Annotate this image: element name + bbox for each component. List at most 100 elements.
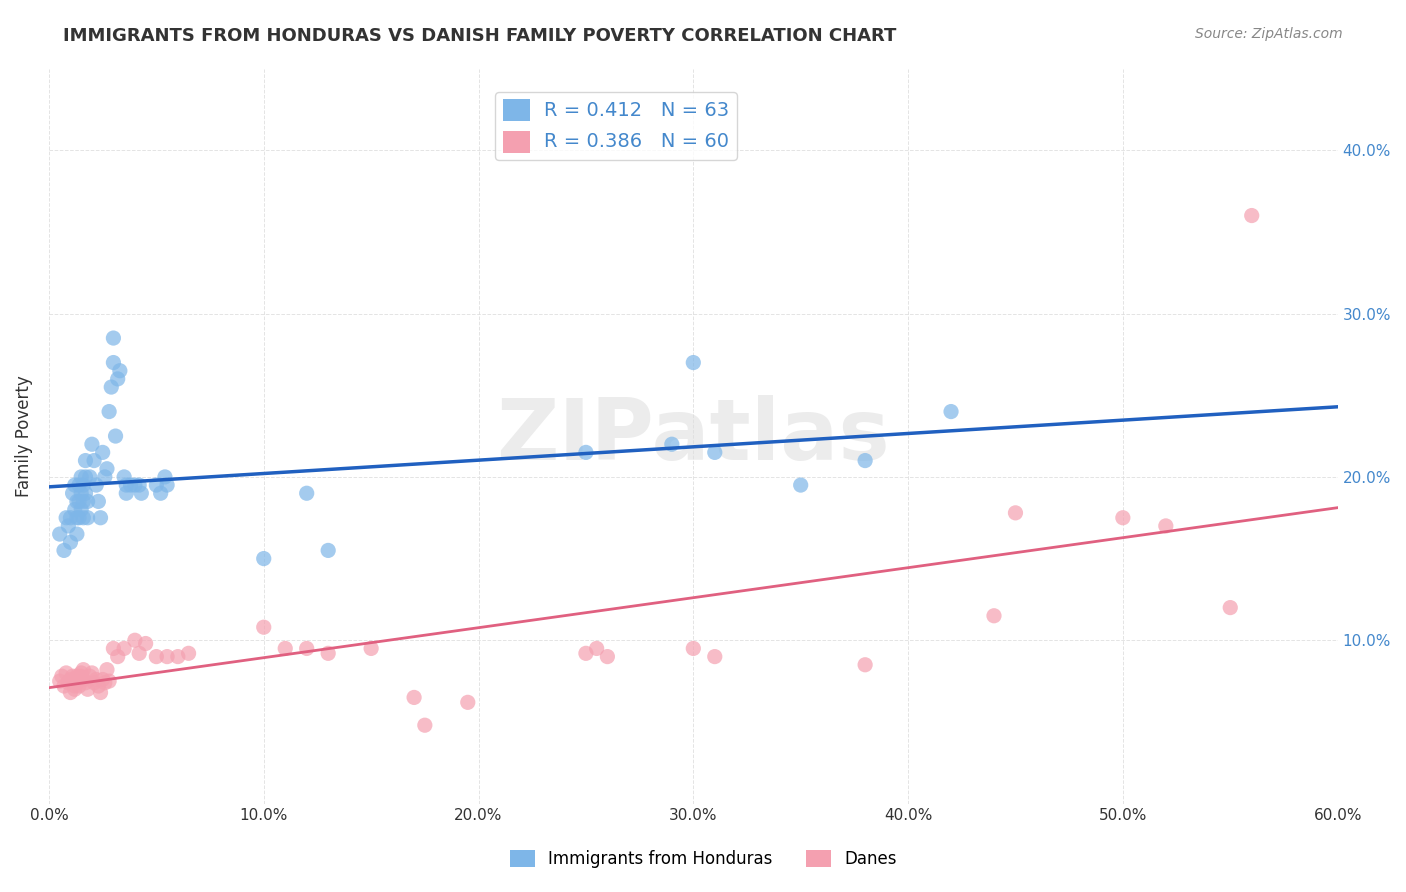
Point — [103, 641, 125, 656]
Point — [135, 636, 157, 650]
Point — [75, 470, 97, 484]
Point — [253, 551, 276, 566]
Legend: R = 0.412   N = 63, R = 0.386   N = 60: R = 0.412 N = 63, R = 0.386 N = 60 — [495, 92, 737, 160]
Point — [145, 649, 167, 664]
Point — [48, 674, 70, 689]
Point — [89, 510, 111, 524]
Y-axis label: Family Poverty: Family Poverty — [15, 376, 32, 497]
Point — [103, 331, 125, 345]
Point — [72, 673, 94, 687]
Point — [703, 649, 725, 664]
Point — [91, 673, 114, 687]
Point — [59, 673, 82, 687]
Point — [67, 679, 90, 693]
Point — [177, 646, 200, 660]
Point — [76, 494, 98, 508]
Point — [55, 510, 77, 524]
Point — [58, 675, 80, 690]
Point — [153, 470, 176, 484]
Point — [789, 478, 811, 492]
Point — [84, 673, 107, 687]
Point — [48, 527, 70, 541]
Point — [104, 429, 127, 443]
Point — [53, 679, 76, 693]
Point — [62, 669, 84, 683]
Point — [983, 608, 1005, 623]
Point — [67, 669, 90, 683]
Text: IMMIGRANTS FROM HONDURAS VS DANISH FAMILY POVERTY CORRELATION CHART: IMMIGRANTS FROM HONDURAS VS DANISH FAMIL… — [63, 27, 897, 45]
Point — [59, 510, 82, 524]
Point — [91, 445, 114, 459]
Point — [59, 535, 82, 549]
Point — [360, 641, 382, 656]
Point — [316, 543, 339, 558]
Point — [75, 675, 97, 690]
Point — [457, 695, 479, 709]
Legend: Immigrants from Honduras, Danes: Immigrants from Honduras, Danes — [503, 843, 903, 875]
Point — [149, 486, 172, 500]
Point — [83, 453, 105, 467]
Point — [84, 478, 107, 492]
Point — [70, 665, 93, 680]
Point — [76, 682, 98, 697]
Point — [316, 646, 339, 660]
Point — [70, 669, 93, 683]
Point — [124, 633, 146, 648]
Point — [98, 404, 121, 418]
Point — [94, 675, 117, 690]
Point — [596, 649, 619, 664]
Point — [853, 657, 876, 672]
Point — [115, 478, 138, 492]
Point — [80, 665, 103, 680]
Text: Source: ZipAtlas.com: Source: ZipAtlas.com — [1195, 27, 1343, 41]
Point — [112, 641, 135, 656]
Point — [939, 404, 962, 418]
Point — [108, 364, 131, 378]
Point — [103, 355, 125, 369]
Point — [98, 674, 121, 689]
Point — [128, 646, 150, 660]
Point — [75, 486, 97, 500]
Point — [703, 445, 725, 459]
Point — [87, 679, 110, 693]
Point — [51, 669, 73, 683]
Point — [70, 470, 93, 484]
Point — [413, 718, 436, 732]
Point — [63, 502, 86, 516]
Point — [253, 620, 276, 634]
Point — [96, 461, 118, 475]
Point — [156, 649, 179, 664]
Point — [63, 679, 86, 693]
Point — [124, 478, 146, 492]
Point — [72, 663, 94, 677]
Point — [156, 478, 179, 492]
Point — [89, 685, 111, 699]
Point — [404, 690, 426, 705]
Point — [115, 486, 138, 500]
Point — [1004, 506, 1026, 520]
Point — [79, 669, 101, 683]
Point — [66, 675, 89, 690]
Point — [120, 478, 142, 492]
Point — [295, 641, 318, 656]
Point — [87, 494, 110, 508]
Point — [83, 675, 105, 690]
Point — [853, 453, 876, 467]
Point — [66, 494, 89, 508]
Point — [75, 453, 97, 467]
Point — [66, 669, 89, 683]
Point — [1112, 510, 1135, 524]
Point — [72, 494, 94, 508]
Point — [145, 478, 167, 492]
Point — [96, 663, 118, 677]
Text: ZIPatlas: ZIPatlas — [496, 394, 890, 477]
Point — [67, 494, 90, 508]
Point — [107, 372, 129, 386]
Point — [76, 510, 98, 524]
Point — [661, 437, 683, 451]
Point — [59, 685, 82, 699]
Point — [63, 478, 86, 492]
Point — [682, 641, 704, 656]
Point — [131, 486, 153, 500]
Point — [66, 527, 89, 541]
